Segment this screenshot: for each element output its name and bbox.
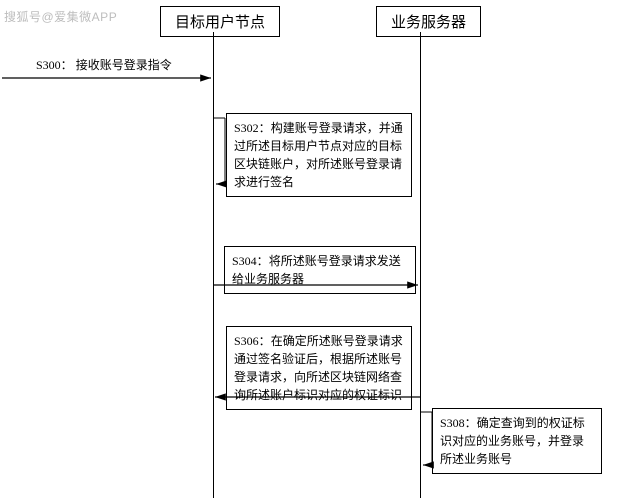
msg-s308: S308：确定查询到的权证标识对应的业务账号，并登录所述业务账号: [432, 408, 602, 474]
msg-s304: S304：将所述账号登录请求发送给业务服务器: [224, 246, 416, 294]
participant-biz-server: 业务服务器: [376, 6, 481, 37]
msg-s302-tag: S302：: [234, 121, 271, 135]
msg-s306-tag: S306：: [234, 334, 271, 348]
msg-s300-body: 接收账号登录指令: [76, 58, 172, 72]
msg-s306: S306：在确定所述账号登录请求通过签名验证后，根据所述账号登录请求，向所述区块…: [226, 326, 412, 410]
msg-s300: S300： 接收账号登录指令: [36, 56, 172, 73]
msg-s308-tag: S308：: [440, 416, 477, 430]
msg-s304-tag: S304：: [232, 254, 269, 268]
watermark-text: 搜狐号@爱集微APP: [4, 8, 117, 25]
participant-target-node: 目标用户节点: [160, 6, 280, 37]
msg-s302: S302：构建账号登录请求，并通过所述目标用户节点对应的目标区块链账户，对所述账…: [226, 113, 412, 197]
msg-s300-tag: S300：: [36, 58, 73, 72]
lifeline-biz-server: [420, 32, 421, 498]
lifeline-target-node: [213, 32, 214, 498]
